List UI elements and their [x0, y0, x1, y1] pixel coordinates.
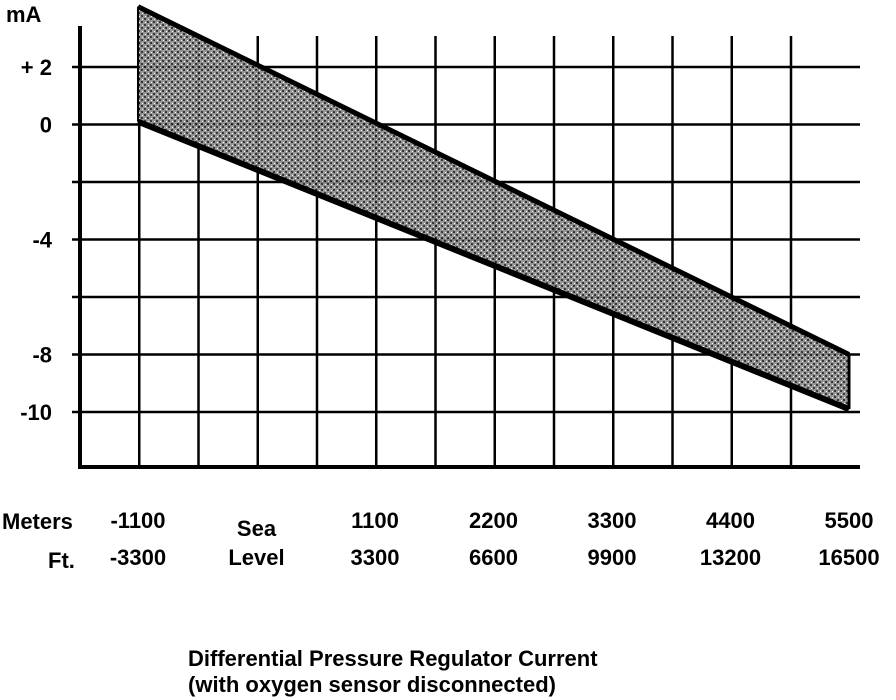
band-fill: [138, 6, 849, 410]
x-tick-label-feet: 13200: [700, 545, 761, 570]
x-tick-label-meters: 2200: [469, 508, 518, 533]
chart: mA + 2 0 -4 -8 -10 Meters Ft. -1100 -3300 Sea Level…: [2, 2, 880, 573]
x-tick-label-feet: 3300: [351, 545, 400, 570]
axes: [78, 26, 860, 469]
y-tick-label: -4: [32, 228, 52, 253]
x-tick-label-meters: 3300: [588, 508, 637, 533]
y-axis-label: mA: [6, 2, 42, 27]
x-axis-label-meters: Meters: [2, 509, 73, 534]
y-tick-label: 0: [40, 113, 52, 138]
y-tick-label: -8: [32, 343, 52, 368]
chart-title: Differential Pressure Regulator Current: [188, 646, 598, 671]
x-tick-label-feet: Level: [228, 545, 284, 570]
tolerance-band: [136, 4, 851, 412]
x-tick-label-feet: 16500: [818, 545, 879, 570]
x-axis-label-feet: Ft.: [48, 548, 75, 573]
y-tick-label: + 2: [21, 55, 52, 80]
x-tick-label-meters: 5500: [825, 508, 874, 533]
x-tick-label-meters: -1100: [110, 508, 165, 533]
x-tick-label-meters: 4400: [706, 508, 755, 533]
chart-subtitle: (with oxygen sensor disconnected): [188, 672, 556, 697]
x-tick-label-feet: 6600: [469, 545, 518, 570]
chart-caption: Differential Pressure Regulator Current …: [188, 646, 598, 698]
band-lower-limit: [136, 118, 851, 412]
x-tick-label-meters: 1100: [351, 508, 399, 533]
x-tick-label-feet: -3300: [110, 545, 166, 570]
y-tick-label: -10: [20, 400, 52, 425]
band-upper-limit: [136, 4, 851, 357]
x-tick-label-meters: Sea: [237, 516, 277, 541]
x-tick-label-feet: 9900: [588, 545, 637, 570]
axis-labels: mA + 2 0 -4 -8 -10 Meters Ft. -1100 -3300 Sea Level…: [2, 2, 880, 573]
